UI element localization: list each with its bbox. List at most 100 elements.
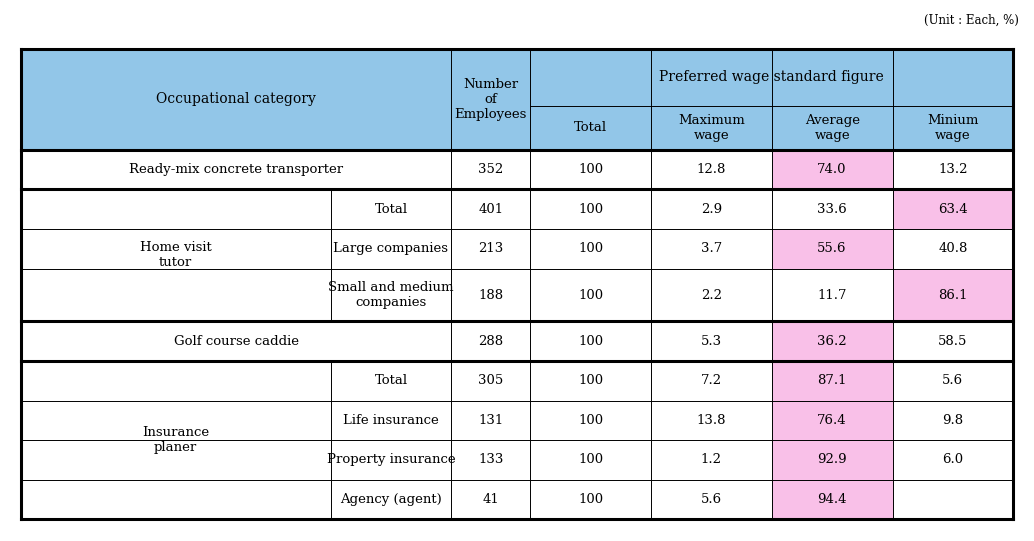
- Text: 100: 100: [578, 203, 603, 216]
- Text: 6.0: 6.0: [942, 453, 964, 466]
- Bar: [331, 269, 452, 321]
- Bar: [21, 321, 331, 361]
- Bar: [452, 269, 530, 321]
- Text: Large companies: Large companies: [333, 242, 449, 255]
- Text: 74.0: 74.0: [817, 163, 847, 176]
- Text: 13.2: 13.2: [938, 163, 968, 176]
- Text: 100: 100: [578, 288, 603, 301]
- Bar: [530, 361, 651, 400]
- Bar: [651, 361, 771, 400]
- Bar: [530, 189, 651, 229]
- Bar: [651, 400, 771, 440]
- Text: 63.4: 63.4: [938, 203, 968, 216]
- Text: Property insurance: Property insurance: [327, 453, 455, 466]
- Text: 40.8: 40.8: [938, 242, 968, 255]
- Text: Occupational category: Occupational category: [156, 93, 316, 106]
- Bar: [21, 49, 1013, 106]
- Text: 58.5: 58.5: [938, 335, 968, 348]
- Text: 11.7: 11.7: [817, 288, 847, 301]
- Bar: [452, 361, 530, 400]
- Text: 92.9: 92.9: [817, 453, 847, 466]
- Text: Total: Total: [374, 203, 407, 216]
- Bar: [21, 361, 331, 400]
- Bar: [530, 440, 651, 480]
- Text: 305: 305: [478, 374, 504, 387]
- Bar: [331, 321, 452, 361]
- Bar: [331, 150, 452, 189]
- Bar: [771, 269, 892, 321]
- Text: 76.4: 76.4: [817, 414, 847, 427]
- Text: 5.6: 5.6: [942, 374, 964, 387]
- Text: 100: 100: [578, 374, 603, 387]
- Bar: [452, 150, 530, 189]
- Text: 100: 100: [578, 493, 603, 506]
- Bar: [21, 480, 331, 519]
- Text: Preferred wage standard figure: Preferred wage standard figure: [660, 70, 884, 84]
- Text: 188: 188: [478, 288, 504, 301]
- Text: 55.6: 55.6: [817, 242, 847, 255]
- Bar: [651, 480, 771, 519]
- Bar: [892, 400, 1013, 440]
- Bar: [771, 361, 892, 400]
- Bar: [452, 480, 530, 519]
- Text: (Unit : Each, %): (Unit : Each, %): [923, 14, 1018, 27]
- Text: 87.1: 87.1: [817, 374, 847, 387]
- Bar: [892, 150, 1013, 189]
- Text: 213: 213: [478, 242, 504, 255]
- Bar: [331, 400, 452, 440]
- Bar: [331, 440, 452, 480]
- Text: 100: 100: [578, 335, 603, 348]
- Text: Maximum
wage: Maximum wage: [678, 114, 744, 142]
- Text: 1.2: 1.2: [701, 453, 722, 466]
- Text: 12.8: 12.8: [697, 163, 726, 176]
- Bar: [452, 400, 530, 440]
- Text: Home visit
tutor: Home visit tutor: [140, 241, 212, 269]
- Bar: [331, 189, 452, 229]
- Text: 41: 41: [483, 493, 499, 506]
- Bar: [771, 189, 892, 229]
- Bar: [530, 229, 651, 269]
- Text: Ready-mix concrete transporter: Ready-mix concrete transporter: [129, 163, 343, 176]
- Bar: [892, 361, 1013, 400]
- Bar: [452, 229, 530, 269]
- Bar: [21, 440, 331, 480]
- Bar: [331, 361, 452, 400]
- Text: 2.9: 2.9: [701, 203, 722, 216]
- Bar: [651, 440, 771, 480]
- Bar: [21, 269, 331, 321]
- Bar: [771, 440, 892, 480]
- Text: Total: Total: [574, 121, 607, 134]
- Bar: [651, 269, 771, 321]
- Bar: [530, 480, 651, 519]
- Bar: [21, 229, 331, 269]
- Bar: [892, 440, 1013, 480]
- Bar: [21, 150, 331, 189]
- Bar: [771, 229, 892, 269]
- Bar: [892, 269, 1013, 321]
- Bar: [452, 189, 530, 229]
- Text: 352: 352: [478, 163, 504, 176]
- Text: 36.2: 36.2: [817, 335, 847, 348]
- Text: 3.7: 3.7: [701, 242, 722, 255]
- Bar: [651, 189, 771, 229]
- Bar: [892, 480, 1013, 519]
- Bar: [21, 189, 331, 229]
- Bar: [530, 269, 651, 321]
- Bar: [771, 321, 892, 361]
- Bar: [651, 321, 771, 361]
- Bar: [651, 229, 771, 269]
- Bar: [892, 189, 1013, 229]
- Text: 7.2: 7.2: [701, 374, 722, 387]
- Bar: [771, 400, 892, 440]
- Text: 2.2: 2.2: [701, 288, 722, 301]
- Bar: [452, 440, 530, 480]
- Text: Total: Total: [374, 374, 407, 387]
- Text: Golf course caddie: Golf course caddie: [174, 335, 299, 348]
- Text: 100: 100: [578, 414, 603, 427]
- Text: Agency (agent): Agency (agent): [340, 493, 442, 506]
- Bar: [530, 400, 651, 440]
- Text: 100: 100: [578, 242, 603, 255]
- Bar: [530, 150, 651, 189]
- Text: Average
wage: Average wage: [804, 114, 859, 142]
- Text: 401: 401: [478, 203, 504, 216]
